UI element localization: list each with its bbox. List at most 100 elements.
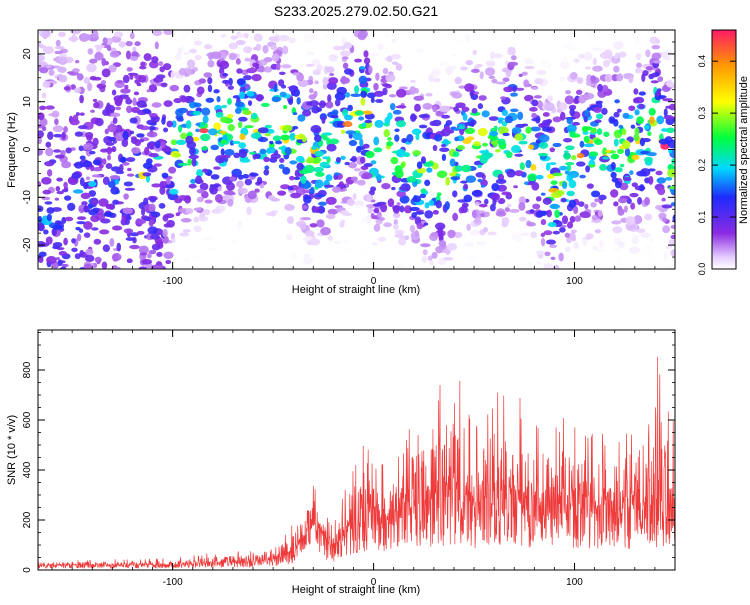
spectrogram-cell <box>490 192 501 201</box>
spectrogram-cell <box>38 130 45 138</box>
spectrogram-cell <box>42 46 54 55</box>
spectrogram-cell <box>541 126 552 132</box>
spectrogram-cell <box>470 119 477 126</box>
spectrogram-cell <box>550 256 556 260</box>
spectrogram-cell <box>342 62 349 70</box>
spectrogram-cell <box>167 193 179 201</box>
spectrogram-cell <box>148 84 158 93</box>
spectrogram-cell <box>270 153 281 160</box>
spectrogram-cell <box>455 102 466 109</box>
spectrogram-cell <box>316 209 324 213</box>
spectrogram-cell <box>558 252 564 262</box>
spectrogram-cell <box>129 72 134 80</box>
spectrogram-cell <box>234 107 242 115</box>
spectrogram-cell <box>264 165 270 171</box>
spectrogram-cell <box>576 153 585 159</box>
spectrogram-cell <box>239 158 251 163</box>
spectrogram-cell <box>136 100 147 108</box>
spectrogram-cell <box>199 122 205 128</box>
spectrogram-cell <box>94 52 104 61</box>
spectrogram-cell <box>151 56 159 64</box>
spectrogram-cell <box>202 236 213 241</box>
spectrogram-cell <box>148 126 156 131</box>
spectrogram-cell <box>250 132 262 139</box>
spectrogram-cell <box>508 61 519 66</box>
spectrogram-cell <box>56 177 63 182</box>
spectrogram-cell <box>253 33 263 42</box>
spectrogram-cell <box>130 55 139 61</box>
spectrogram-cell <box>616 108 622 113</box>
spectrogram-cell <box>544 102 555 112</box>
spectrogram-cell <box>199 182 209 191</box>
spectrogram-cell <box>38 148 44 156</box>
spectrogram-cell <box>613 201 619 207</box>
spectrogram-cell <box>629 246 640 254</box>
spectrogram-cell <box>583 143 595 148</box>
spectrogram-cell <box>280 134 290 141</box>
spectrogram-cell <box>125 98 133 105</box>
spectrogram-cell <box>289 175 295 181</box>
spectrogram-cell <box>237 121 243 129</box>
spectrogram-cell <box>200 133 211 142</box>
spectrogram-cell <box>420 156 427 164</box>
spectrogram-cell <box>42 30 49 40</box>
spectrogram-cell <box>530 126 541 132</box>
spectrogram-cell <box>613 247 620 252</box>
spectrogram-cell <box>390 156 399 165</box>
spectrogram-cell <box>325 196 337 205</box>
spectrogram-cell <box>645 263 654 269</box>
spectrogram-cell <box>416 161 423 169</box>
spectrogram-cell <box>387 136 392 141</box>
spectrogram-cell <box>613 111 620 118</box>
spectrogram-cell <box>399 186 409 191</box>
spectrogram-cell <box>610 171 617 179</box>
spectrogram-cell <box>496 184 507 192</box>
spectrogram-cell <box>119 94 129 98</box>
spectrogram-cell <box>292 72 300 76</box>
spectrogram-cell <box>573 205 579 214</box>
spectrogram-cell <box>394 134 400 142</box>
spectrogram-cell <box>585 165 591 173</box>
spectrogram-cell <box>444 201 450 210</box>
spectrogram-cell <box>54 197 60 201</box>
spectrogram-cell <box>550 180 558 185</box>
spectrogram-cell <box>38 223 45 232</box>
spectrogram-cell <box>420 188 427 194</box>
spectrogram-cell <box>358 66 368 70</box>
spectrogram-cell <box>622 140 631 149</box>
spectrogram-cell <box>215 111 224 118</box>
spectrogram-cell <box>246 206 252 216</box>
spectrogram-cell <box>662 217 668 223</box>
spectrogram-cell <box>297 114 306 122</box>
spectrogram-cell <box>444 125 451 133</box>
spectrogram-cell <box>63 126 68 134</box>
spectrogram-cell <box>303 253 311 259</box>
spectrogram-cell <box>540 232 546 238</box>
spectrogram-cell <box>142 172 152 177</box>
spectrogram-cell <box>497 119 503 124</box>
spectrogram-cell <box>502 77 510 82</box>
spectrogram-cell <box>564 232 571 238</box>
spectrogram-cell <box>430 68 441 77</box>
y-tick-label: 600 <box>22 411 33 428</box>
spectrogram-cell <box>538 134 550 143</box>
spectrogram-cell <box>282 105 288 110</box>
spectrogram-cell <box>362 110 373 115</box>
figure-title: S233.2025.279.02.50.G21 <box>274 3 438 19</box>
spectrogram-cell <box>186 59 196 69</box>
spectrogram-cell <box>163 251 174 259</box>
spectrogram-cell <box>386 141 394 147</box>
spectrogram-cell <box>411 212 417 219</box>
spectrogram-cell <box>618 51 627 58</box>
spectrogram-cell <box>158 202 166 209</box>
spectrogram-cell <box>126 105 133 114</box>
spectrogram-cell <box>514 133 523 141</box>
spectrogram-cell <box>107 64 117 73</box>
spectrogram-cell <box>238 116 248 122</box>
spectrogram-cell <box>86 82 93 92</box>
spectrogram-cell <box>191 157 197 167</box>
spectrogram-cell <box>210 174 220 180</box>
spectrogram-cell <box>202 168 209 173</box>
spectrogram-cell <box>591 214 598 221</box>
spectrogram-cell <box>111 146 117 153</box>
